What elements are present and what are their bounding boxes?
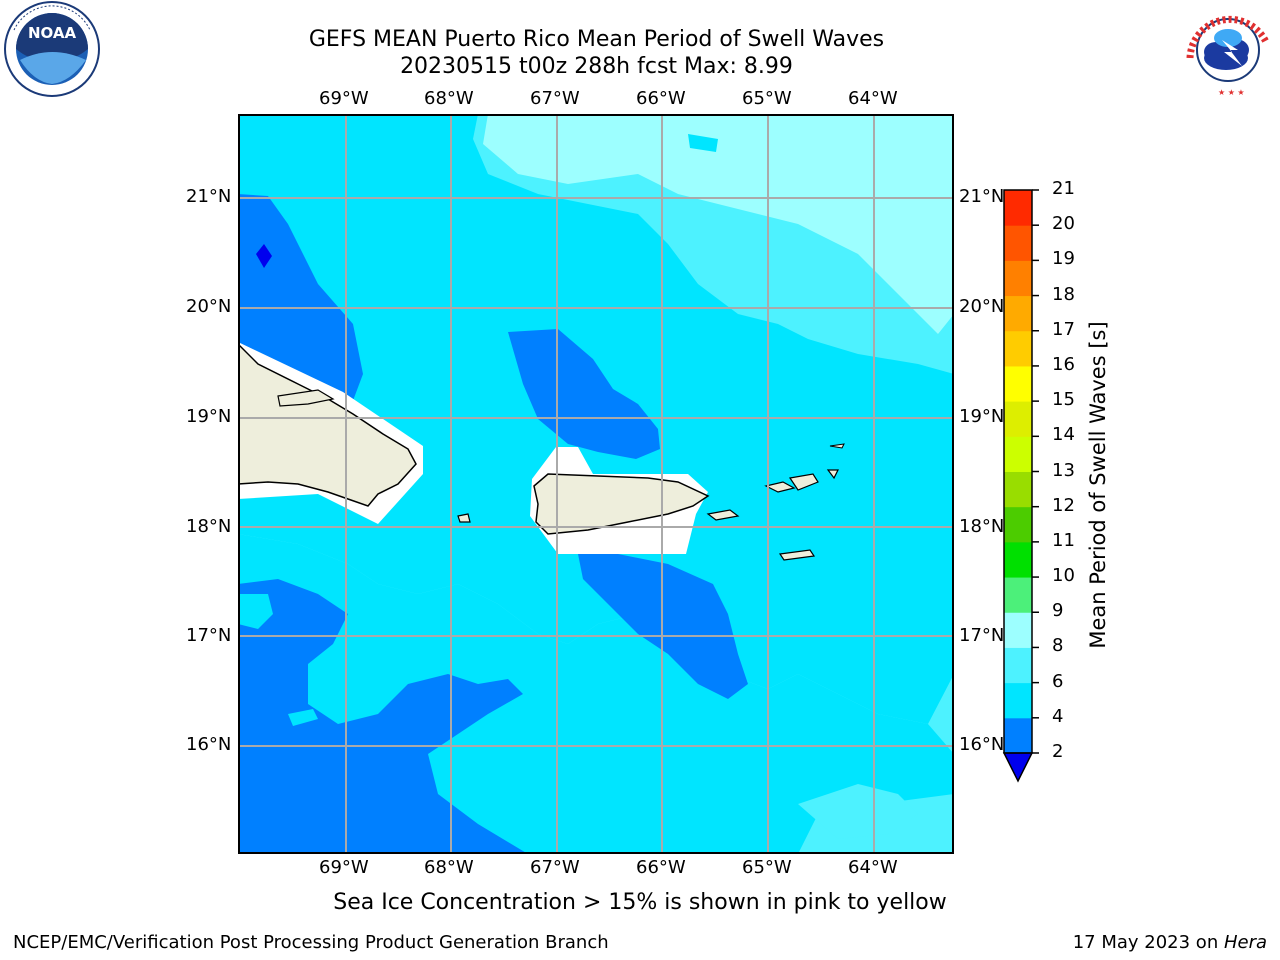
colorbar-bin-16-17 <box>1004 330 1032 367</box>
map-title: GEFS MEAN Puerto Rico Mean Period of Swe… <box>308 27 885 52</box>
colorbar <box>1002 189 1039 783</box>
colorbar-tick-label: 8 <box>1052 635 1064 657</box>
svg-text:★ ★ ★: ★ ★ ★ <box>1218 88 1245 97</box>
colorbar-bin-14-15 <box>1004 401 1032 437</box>
footer-date: 17 May 2023 on Hera <box>1073 932 1267 953</box>
field-2-4s-southwest <box>238 579 528 854</box>
lon-label-top-64w: 64°W <box>848 88 898 109</box>
land-tortuga <box>277 389 335 407</box>
lat-label-right-20n: 20°N <box>959 296 1005 317</box>
noaa-logo: NOAA <box>4 1 100 97</box>
field-under-2s <box>256 244 272 268</box>
lon-label-bottom-66w: 66°W <box>636 857 686 878</box>
lon-label-top-67w: 67°W <box>530 88 580 109</box>
lon-label-bottom-67w: 67°W <box>530 857 580 878</box>
lat-label-left-18n: 18°N <box>186 516 232 537</box>
colorbar-bin-2-4 <box>1004 717 1032 754</box>
land-virgin-islands <box>764 469 839 493</box>
lat-label-right-21n: 21°N <box>959 186 1005 207</box>
colorbar-tick-label: 13 <box>1052 459 1075 481</box>
field-2-4s-mona-passage <box>508 329 660 459</box>
lon-label-top-65w: 65°W <box>742 88 792 109</box>
lat-label-right-16n: 16°N <box>959 734 1005 755</box>
lat-label-right-19n: 19°N <box>959 406 1005 427</box>
footer-branch: NCEP/EMC/Verification Post Processing Pr… <box>13 932 609 953</box>
colorbar-tick-label: 16 <box>1052 353 1075 375</box>
colorbar-tick-label: 18 <box>1052 283 1075 305</box>
colorbar-bin-18-19 <box>1004 260 1032 297</box>
nws-logo: ★ ★ ★ <box>1182 4 1274 97</box>
land-mona <box>457 513 471 523</box>
footer-host: Hera <box>1223 932 1267 953</box>
field-8-9s <box>483 114 954 334</box>
colorbar-tick-label: 21 <box>1052 178 1075 199</box>
field-6-8s-south <box>798 784 918 839</box>
lon-label-bottom-64w: 64°W <box>848 857 898 878</box>
colorbar-bin-17-18 <box>1004 295 1032 332</box>
noaa-logo-text: NOAA <box>28 24 77 42</box>
colorbar-tick-label: 17 <box>1052 318 1075 340</box>
colorbar-tick-label: 4 <box>1052 705 1064 727</box>
colorbar-bin-20-21 <box>1004 190 1032 226</box>
map-panel <box>238 114 954 854</box>
lat-label-left-21n: 21°N <box>186 186 232 207</box>
colorbar-bin-10-11 <box>1004 541 1032 578</box>
lon-label-top-68w: 68°W <box>424 88 474 109</box>
lat-label-left-20n: 20°N <box>186 296 232 317</box>
land-anegada <box>829 443 845 449</box>
land-st-croix <box>778 549 816 561</box>
colorbar-bin-8-9 <box>1004 612 1032 648</box>
lon-label-bottom-69w: 69°W <box>319 857 369 878</box>
field-patch <box>688 134 718 152</box>
colorbar-bin-13-14 <box>1004 436 1032 472</box>
land-vieques <box>706 509 740 521</box>
colorbar-tick-label: 2 <box>1052 741 1064 762</box>
colorbar-tick-label: 12 <box>1052 494 1075 516</box>
colorbar-tick-label: 9 <box>1052 600 1064 622</box>
sea-ice-note: Sea Ice Concentration > 15% is shown in … <box>333 890 947 915</box>
footer-date-text: 17 May 2023 on <box>1072 932 1224 953</box>
swell-period-map <box>238 114 954 854</box>
colorbar-bin-12-13 <box>1004 471 1032 508</box>
lon-label-top-69w: 69°W <box>319 88 369 109</box>
colorbar-label: Mean Period of Swell Waves [s] <box>1086 321 1110 649</box>
colorbar-tick-label: 6 <box>1052 670 1064 692</box>
colorbar-tick-label: 14 <box>1052 424 1075 446</box>
colorbar-tick-label: 10 <box>1052 565 1075 587</box>
colorbar-bin-19-20 <box>1004 225 1032 261</box>
colorbar-bin-11-12 <box>1004 506 1032 543</box>
colorbar-bin-4-6 <box>1004 682 1032 719</box>
colorbar-tick-label: 15 <box>1052 389 1075 411</box>
colorbar-tick-label: 19 <box>1052 248 1075 270</box>
colorbar-tick-label: 20 <box>1052 213 1075 235</box>
map-frame <box>238 114 954 854</box>
lat-label-left-16n: 16°N <box>186 734 232 755</box>
field-patch-southwest <box>288 709 318 726</box>
colorbar-tick-label: 11 <box>1052 529 1075 551</box>
lon-label-bottom-65w: 65°W <box>742 857 792 878</box>
colorbar-bin-9-10 <box>1004 577 1032 613</box>
colorbar-under-arrow <box>1002 752 1034 783</box>
lat-label-right-18n: 18°N <box>959 516 1005 537</box>
colorbar-bin-6-8 <box>1004 647 1032 684</box>
graticule <box>238 114 954 854</box>
map-subtitle: 20230515 t00z 288h fcst Max: 8.99 <box>400 54 793 79</box>
land-puerto-rico <box>533 473 710 535</box>
colorbar-bin-15-16 <box>1004 365 1032 402</box>
lat-label-left-17n: 17°N <box>186 625 232 646</box>
lat-label-left-19n: 19°N <box>186 406 232 427</box>
lon-label-top-66w: 66°W <box>636 88 686 109</box>
lat-label-right-17n: 17°N <box>959 625 1005 646</box>
lon-label-bottom-68w: 68°W <box>424 857 474 878</box>
field-patch-west <box>238 594 273 629</box>
